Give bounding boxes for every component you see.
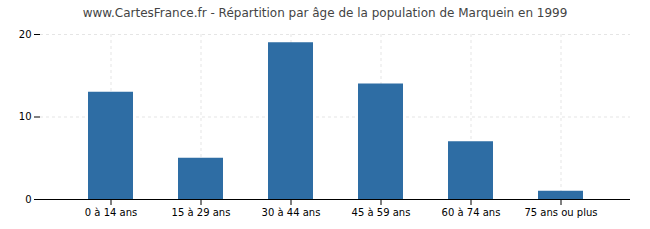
svg-text:20: 20 (19, 29, 32, 40)
html-text:www.CartesFrance.fr - Répartit: www.CartesFrance.fr - Répartition par âg… (82, 6, 568, 20)
svg-text:0 à 14 ans: 0 à 14 ans (85, 207, 137, 218)
svg-text:30 à 44 ans: 30 à 44 ans (262, 207, 321, 218)
svg-text:75 ans ou plus: 75 ans ou plus (524, 207, 597, 218)
svg-text:45 à 59 ans: 45 à 59 ans (352, 207, 411, 218)
svg-text:60 à 74 ans: 60 à 74 ans (442, 207, 501, 218)
svg-text:0: 0 (25, 194, 31, 205)
svg-text:10: 10 (19, 111, 32, 122)
svg-text:15 à 29 ans: 15 à 29 ans (172, 207, 231, 218)
